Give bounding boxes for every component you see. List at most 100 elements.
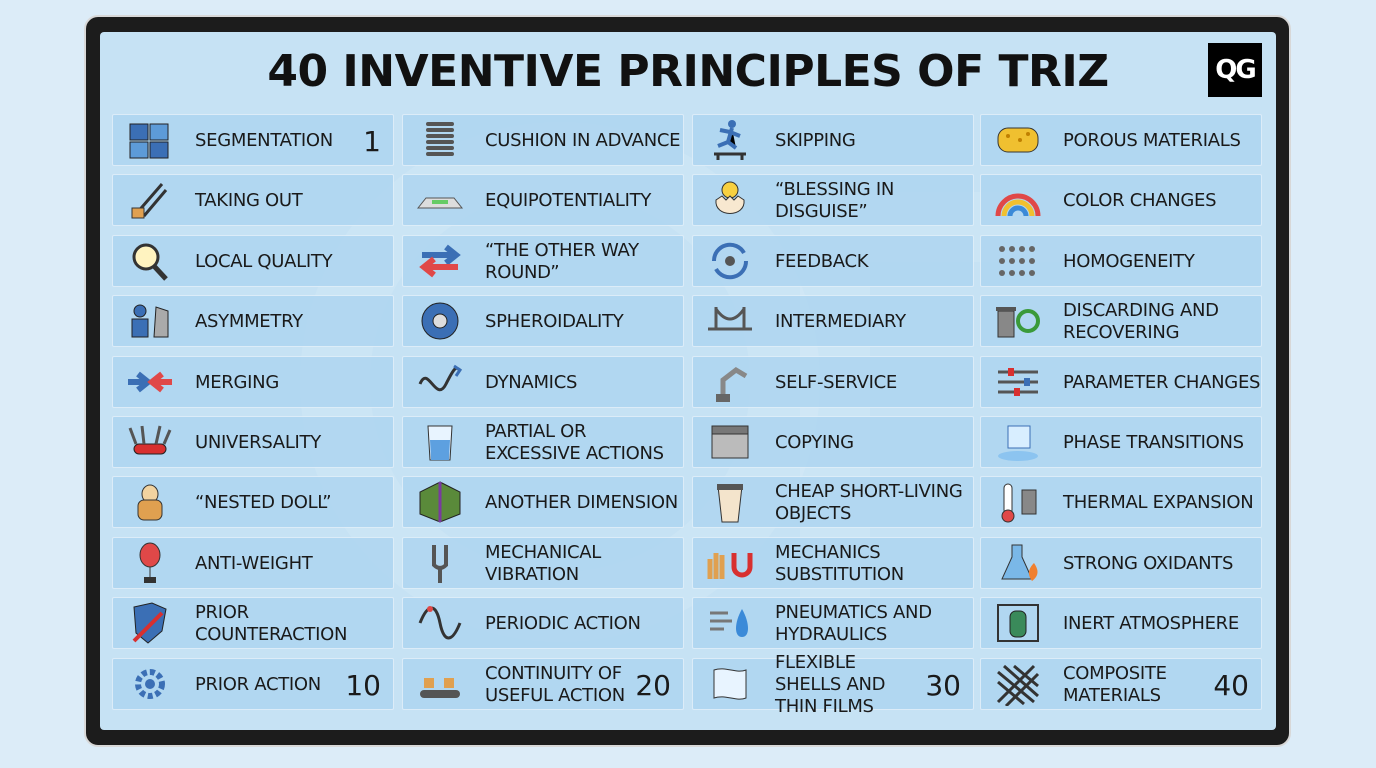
principle-card: ANOTHER DIMENSION — [402, 476, 684, 528]
principle-card: FEEDBACK — [692, 235, 974, 287]
principle-label: PERIODIC ACTION — [485, 613, 641, 634]
film-sheet-icon — [705, 662, 755, 706]
sphere-icon — [415, 299, 465, 343]
principle-label: MERGING — [195, 372, 279, 393]
sine-wave-icon — [415, 601, 465, 645]
page-title: 40 INVENTIVE PRINCIPLES OF TRIZ — [267, 46, 1109, 97]
principle-label: MECHANICS SUBSTITUTION — [775, 542, 904, 585]
principle-card: DYNAMICS — [402, 356, 684, 408]
principle-card: COPYING — [692, 416, 974, 468]
hurdle-runner-icon — [705, 118, 755, 162]
principle-number: 20 — [635, 668, 671, 702]
magnifier-icon — [125, 239, 175, 283]
principle-card: PRIOR ACTION 10 — [112, 658, 394, 710]
principle-card: FLEXIBLE SHELLS AND THIN FILMS 30 — [692, 652, 974, 717]
cube-icon — [415, 480, 465, 524]
principle-card: INERT ATMOSPHERE — [980, 597, 1262, 649]
principle-label: “BLESSING IN DISGUISE” — [775, 179, 894, 222]
principle-label: “THE OTHER WAY ROUND” — [485, 240, 639, 283]
wave-arrow-icon — [415, 360, 465, 404]
principle-label: FLEXIBLE SHELLS AND THIN FILMS — [775, 652, 886, 717]
principle-card: MECHANICS SUBSTITUTION — [692, 537, 974, 589]
principle-card: CHEAP SHORT-LIVING OBJECTS — [692, 476, 974, 528]
principle-number: 30 — [925, 668, 961, 702]
bridge-icon — [705, 299, 755, 343]
principle-label: HOMOGENEITY — [1063, 251, 1195, 272]
principle-card: PARAMETER CHANGES — [980, 356, 1262, 408]
qg-logo: QG — [1208, 43, 1262, 97]
principle-label: CHEAP SHORT-LIVING OBJECTS — [775, 481, 963, 524]
principle-card: TAKING OUT — [112, 174, 394, 226]
principle-card: CUSHION IN ADVANCE — [402, 114, 684, 166]
air-water-icon — [705, 601, 755, 645]
level-icon — [415, 178, 465, 222]
principle-card: ANTI-WEIGHT — [112, 537, 394, 589]
principle-card: “THE OTHER WAY ROUND” — [402, 235, 684, 287]
shield-icon — [125, 601, 175, 645]
principle-label: SELF-SERVICE — [775, 372, 897, 393]
dot-grid-icon — [993, 239, 1043, 283]
poster-screen: 40 INVENTIVE PRINCIPLES OF TRIZ QG SEGME… — [100, 32, 1276, 730]
principle-label: STRONG OXIDANTS — [1063, 553, 1234, 574]
ice-cube-icon — [993, 420, 1043, 464]
principle-card: SELF-SERVICE — [692, 356, 974, 408]
principle-label: THERMAL EXPANSION — [1063, 492, 1254, 513]
swiss-knife-icon — [125, 420, 175, 464]
flask-flame-icon — [993, 541, 1043, 585]
weave-icon — [993, 662, 1043, 706]
principle-label: SEGMENTATION — [195, 130, 333, 151]
hand-magnet-icon — [705, 541, 755, 585]
principle-card: SPHEROIDALITY — [402, 295, 684, 347]
principle-card: MECHANICAL VIBRATION — [402, 537, 684, 589]
principle-label: COPYING — [775, 432, 854, 453]
principle-card: INTERMEDIARY — [692, 295, 974, 347]
principle-label: ANOTHER DIMENSION — [485, 492, 678, 513]
spring-icon — [415, 118, 465, 162]
principle-label: POROUS MATERIALS — [1063, 130, 1241, 151]
puzzle-icon — [125, 118, 175, 162]
principle-card: MERGING — [112, 356, 394, 408]
hatching-chick-icon — [705, 178, 755, 222]
principle-card: THERMAL EXPANSION — [980, 476, 1262, 528]
principle-label: “NESTED DOLL” — [195, 492, 332, 513]
sliders-icon — [993, 360, 1043, 404]
principle-card: STRONG OXIDANTS — [980, 537, 1262, 589]
pliers-icon — [125, 178, 175, 222]
principle-label: CUSHION IN ADVANCE — [485, 130, 681, 151]
principle-card: COMPOSITE MATERIALS 40 — [980, 658, 1262, 710]
principle-card: SEGMENTATION 1 — [112, 114, 394, 166]
principle-label: ANTI-WEIGHT — [195, 553, 313, 574]
principle-card: PHASE TRANSITIONS — [980, 416, 1262, 468]
principle-label: SPHEROIDALITY — [485, 311, 624, 332]
principle-label: LOCAL QUALITY — [195, 251, 333, 272]
principle-card: CONTINUITY OF USEFUL ACTION 20 — [402, 658, 684, 710]
principle-label: INERT ATMOSPHERE — [1063, 613, 1239, 634]
rainbow-icon — [993, 178, 1043, 222]
robot-arm-icon — [705, 360, 755, 404]
principle-number: 1 — [363, 124, 381, 158]
principle-label: DISCARDING AND RECOVERING — [1063, 300, 1219, 343]
principle-label: COMPOSITE MATERIALS — [1063, 663, 1167, 706]
balloon-icon — [125, 541, 175, 585]
principle-label: TAKING OUT — [195, 190, 303, 211]
paper-cup-icon — [705, 480, 755, 524]
trash-recycle-icon — [993, 299, 1043, 343]
principle-label: SKIPPING — [775, 130, 856, 151]
principle-label: PARTIAL OR EXCESSIVE ACTIONS — [485, 421, 664, 464]
opposite-arrows-icon — [415, 239, 465, 283]
principle-label: PNEUMATICS AND HYDRAULICS — [775, 602, 932, 645]
glass-icon — [415, 420, 465, 464]
principle-card: PNEUMATICS AND HYDRAULICS — [692, 597, 974, 649]
principle-label: COLOR CHANGES — [1063, 190, 1217, 211]
principle-card: HOMOGENEITY — [980, 235, 1262, 287]
principle-card: ASYMMETRY — [112, 295, 394, 347]
principle-card: COLOR CHANGES — [980, 174, 1262, 226]
copier-icon — [705, 420, 755, 464]
principle-label: DYNAMICS — [485, 372, 578, 393]
gear-icon — [125, 662, 175, 706]
principle-label: UNIVERSALITY — [195, 432, 321, 453]
feedback-loop-icon — [705, 239, 755, 283]
principle-card: EQUIPOTENTIALITY — [402, 174, 684, 226]
principle-label: PHASE TRANSITIONS — [1063, 432, 1244, 453]
nested-doll-icon — [125, 480, 175, 524]
